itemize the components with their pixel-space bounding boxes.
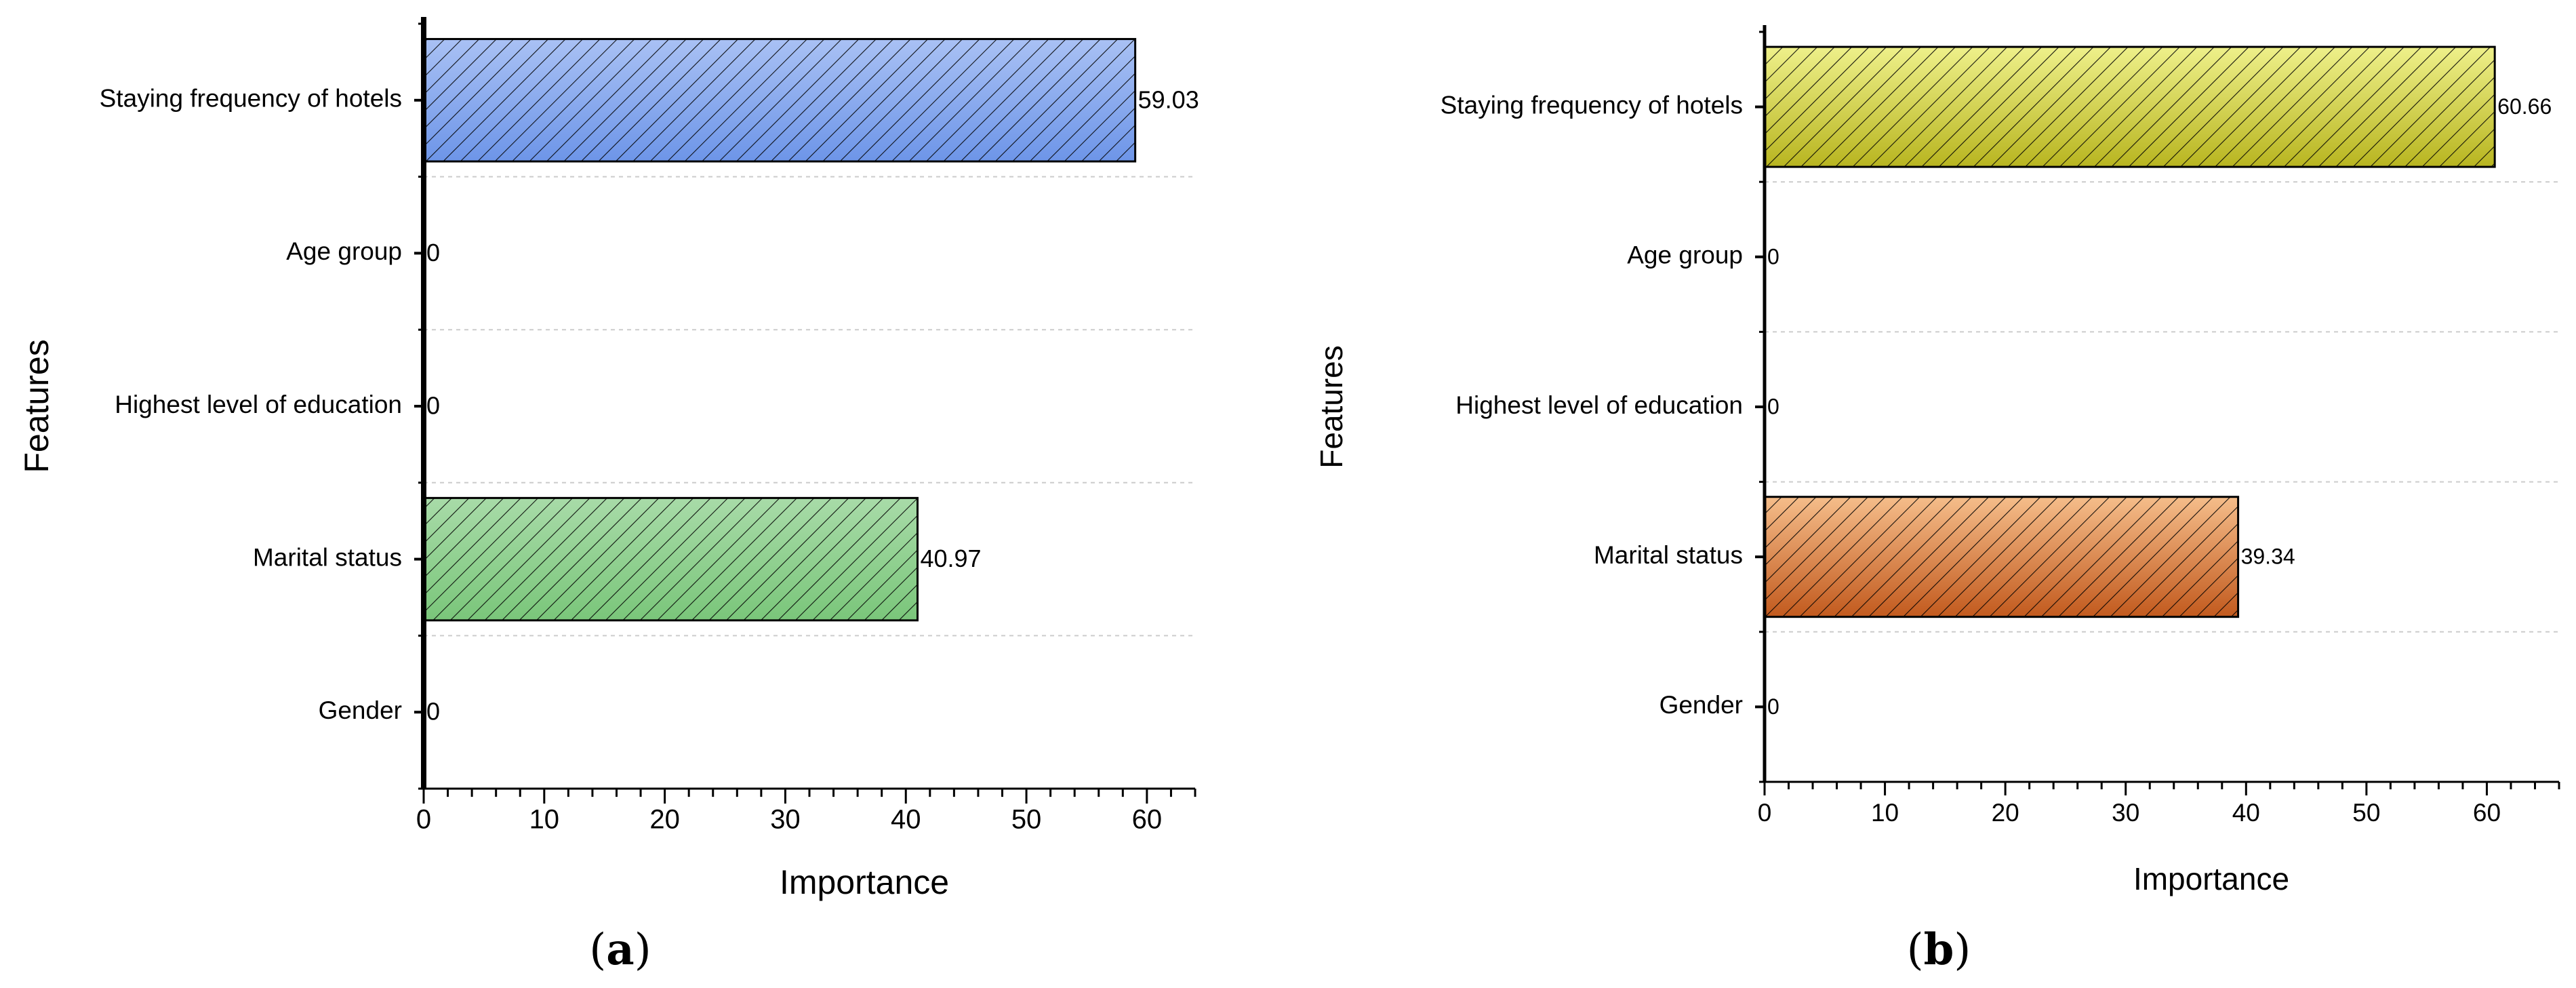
panel-label-letter: a [606, 924, 634, 975]
x-tick-label: 40 [891, 805, 921, 835]
data-label: 0 [426, 239, 440, 266]
x-tick-label: 0 [416, 805, 431, 835]
panel-label-open: ( [1907, 925, 1924, 975]
y-tick-label: Gender [319, 696, 402, 724]
y-axis-title: Features [18, 339, 56, 473]
x-tick-label: 20 [1992, 799, 2019, 827]
chart-a: 59.03 Staying frequency of hotels 0 Age gro… [18, 17, 1199, 975]
data-label: 0 [1767, 694, 1779, 719]
panel-label: (b) [1907, 924, 1971, 975]
x-tick-label: 40 [2232, 799, 2260, 827]
x-tick-label: 10 [1871, 799, 1899, 827]
data-label: 0 [1767, 394, 1779, 418]
data-label: 0 [426, 392, 440, 420]
x-axis-title: Importance [780, 863, 949, 901]
x-tick-label: 30 [2112, 799, 2139, 827]
y-tick-label: Marital status [1594, 541, 1743, 569]
x-tick-label: 50 [1011, 805, 1042, 835]
x-tick-label: 60 [1132, 805, 1163, 835]
y-tick-label: Marital status [253, 543, 402, 571]
panel-label: (a) [589, 924, 651, 975]
y-tick-label: Gender [1659, 691, 1743, 719]
y-tick-label: Staying frequency of hotels [100, 85, 402, 113]
x-tick-label: 20 [649, 805, 680, 835]
data-label: 39.34 [2241, 545, 2295, 569]
x-tick-label: 30 [770, 805, 801, 835]
y-tick-label: Staying frequency of hotels [1441, 91, 1743, 119]
y-tick-label: Highest level of education [115, 391, 402, 418]
data-label: 0 [1767, 244, 1779, 269]
bar-hatch [1765, 496, 2238, 617]
bar-hatch [424, 39, 1135, 162]
y-tick-label: Highest level of education [1455, 391, 1743, 419]
data-label: 40.97 [920, 545, 981, 572]
data-label: 60.66 [2497, 94, 2552, 119]
x-tick-label: 0 [1758, 799, 1772, 827]
y-axis-title: Features [1314, 345, 1349, 469]
panel-label-open: ( [589, 925, 606, 975]
y-tick-label: Age group [1627, 241, 1743, 269]
bar-hatch [1765, 47, 2495, 167]
data-label: 59.03 [1138, 85, 1199, 113]
panel-label-letter: b [1924, 924, 1954, 975]
x-tick-label: 60 [2473, 799, 2501, 827]
x-axis-title: Importance [2133, 861, 2289, 896]
panel-label-close: ) [1954, 925, 1971, 975]
data-label: 0 [426, 698, 440, 726]
y-tick-label: Age group [286, 237, 402, 265]
chart-b: 60.66 Staying frequency of hotels 0 Age gro… [1314, 25, 2560, 975]
panel-label-close: ) [635, 925, 651, 975]
x-tick-label: 10 [529, 805, 560, 835]
bar-hatch [424, 498, 918, 620]
x-tick-label: 50 [2352, 799, 2380, 827]
